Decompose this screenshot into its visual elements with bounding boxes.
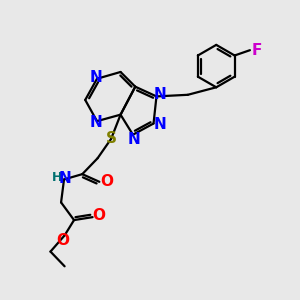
Text: N: N: [59, 171, 72, 186]
Text: O: O: [100, 174, 113, 189]
Text: O: O: [56, 233, 69, 248]
Text: N: N: [154, 117, 166, 132]
Text: S: S: [106, 131, 117, 146]
Text: N: N: [154, 87, 166, 102]
Text: O: O: [93, 208, 106, 223]
Text: N: N: [128, 133, 141, 148]
Text: N: N: [89, 70, 102, 85]
Text: F: F: [251, 43, 262, 58]
Text: N: N: [89, 115, 102, 130]
Text: H: H: [52, 172, 62, 184]
